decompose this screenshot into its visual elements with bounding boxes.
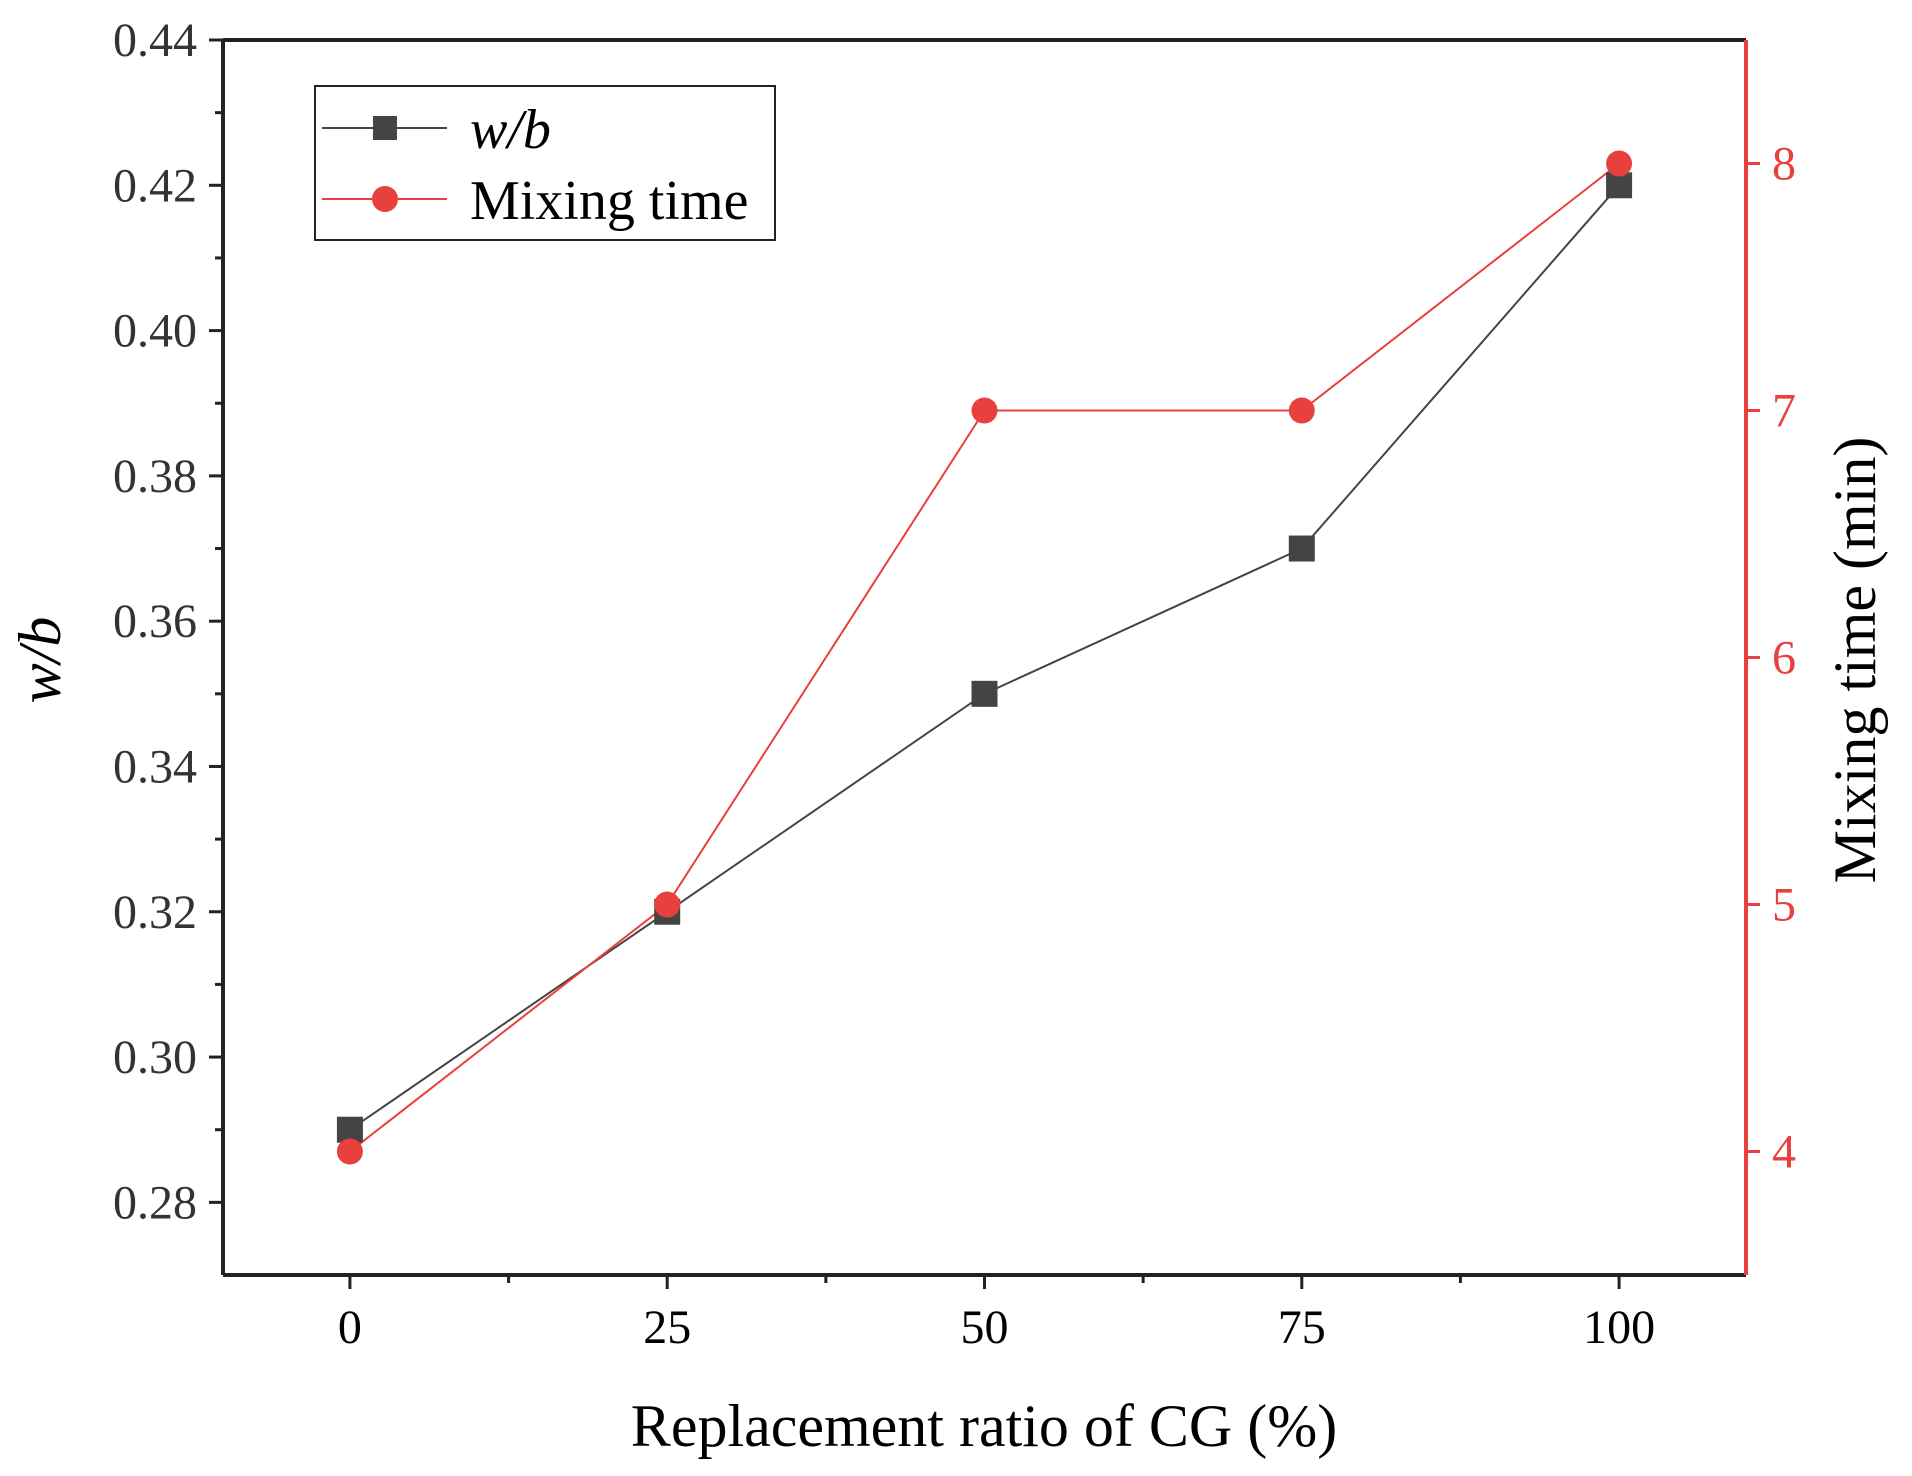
x-tick-label: 75	[1278, 1301, 1326, 1354]
legend-marker-mixing	[372, 186, 398, 212]
series-line-mixing-time	[349, 162, 1620, 1153]
legend-label-wb: w/b	[470, 99, 551, 161]
y2-tick-label: 4	[1772, 1126, 1796, 1179]
mixing-time-point	[1606, 150, 1633, 177]
y-tick-label: 0.34	[113, 740, 197, 793]
y-tick-label: 0.36	[113, 595, 197, 648]
legend: w/b Mixing time	[314, 85, 776, 241]
y2-tick-label: 6	[1772, 632, 1796, 685]
y-tick-label: 0.44	[113, 14, 197, 67]
y-tick-label: 0.38	[113, 450, 197, 503]
series-layer	[336, 150, 1633, 1165]
y2-tick-label: 8	[1772, 138, 1796, 191]
y-tick-label: 0.28	[113, 1176, 197, 1229]
mixing-time-point	[336, 1138, 363, 1165]
mixing-time-point	[971, 397, 998, 424]
wb-point	[1606, 172, 1633, 199]
wb-point	[336, 1116, 363, 1143]
y-tick-label: 0.32	[113, 886, 197, 939]
legend-label-mixing: Mixing time	[470, 170, 748, 232]
series-line-wb	[349, 184, 1620, 1131]
x-tick-label: 0	[338, 1301, 362, 1354]
x-tick-label: 100	[1583, 1301, 1655, 1354]
x-tick-label: 25	[643, 1301, 691, 1354]
mixing-time-point	[654, 891, 681, 918]
y2-tick-label: 5	[1772, 879, 1796, 932]
wb-point	[1288, 535, 1315, 562]
y-axis-title: w/b	[7, 617, 73, 704]
y-tick-label: 0.40	[113, 305, 197, 358]
legend-box	[314, 85, 776, 241]
ticks-layer: 0.28 0.30 0.32 0.34 0.36 0.38 0.40 0.42 0.44 4 5 6 7…	[113, 14, 1796, 1354]
legend-marker-wb	[373, 116, 397, 140]
wb-point	[971, 680, 998, 707]
y2-tick-label: 7	[1772, 385, 1796, 438]
y-tick-label: 0.42	[113, 159, 197, 212]
y2-axis-title: Mixing time (min)	[1822, 437, 1888, 884]
x-tick-label: 50	[961, 1301, 1009, 1354]
y-tick-label: 0.30	[113, 1031, 197, 1084]
x-axis-title: Replacement ratio of CG (%)	[631, 1393, 1337, 1459]
mixing-time-point	[1288, 397, 1315, 424]
